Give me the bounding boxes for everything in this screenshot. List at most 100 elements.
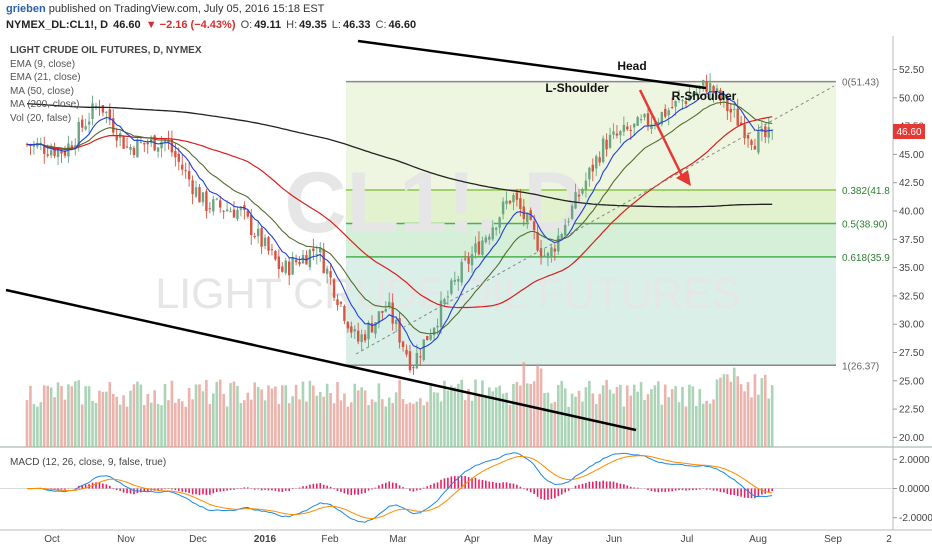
candle-body (353, 329, 356, 332)
volume-bar (605, 379, 608, 447)
volume-bar (491, 391, 495, 447)
candle-body (508, 200, 512, 204)
volume-bar (215, 381, 219, 447)
candle-body (77, 121, 80, 147)
volume-bar (329, 392, 332, 447)
volume-bar (132, 384, 136, 447)
legend-ema9[interactable]: EMA (9, close) (10, 58, 76, 70)
volume-bar (498, 385, 501, 447)
candle-body (401, 341, 405, 348)
candle-body (536, 232, 539, 251)
candle-body (553, 248, 557, 252)
volume-bar (212, 393, 215, 447)
candle-body (63, 150, 67, 156)
candle-body (74, 145, 77, 149)
volume-bar (436, 392, 439, 447)
volume-bar (360, 387, 363, 447)
macd-axis[interactable]: 2.0000 0.0000 -2.0000 (893, 455, 932, 524)
volume-bar (619, 384, 622, 447)
y-tick-label: 52.50 (899, 65, 924, 76)
candle-body (636, 117, 639, 126)
volume-bar (667, 397, 670, 447)
candle-body (132, 147, 136, 156)
volume-bar (505, 392, 508, 447)
volume-bar (301, 381, 305, 447)
macd-legend[interactable]: MACD (12, 26, close, 9, false, true) (10, 457, 167, 468)
candle-body (708, 83, 712, 92)
candle-body (498, 217, 501, 228)
volume-bar (612, 393, 615, 447)
candle-body (657, 121, 660, 126)
volume-bar (39, 402, 43, 447)
macd-tick-label: 2.0000 (899, 455, 930, 466)
volume-bar (601, 385, 605, 447)
candle-body (684, 101, 688, 104)
legend-volume[interactable]: Vol (20, false) (10, 112, 72, 124)
volume-bar (429, 383, 432, 447)
candle-body (143, 142, 146, 145)
volume-bar (108, 382, 112, 447)
fib-diagonal[interactable] (355, 85, 835, 355)
volume-bar (225, 406, 229, 447)
legend-ma50[interactable]: MA (50, close) (10, 85, 74, 97)
candle-body (753, 146, 757, 150)
volume-bar (149, 402, 153, 447)
lower-trendline[interactable] (5, 288, 637, 432)
volume-bar (187, 387, 191, 447)
volume-bar (322, 396, 325, 447)
candle-body (443, 298, 446, 304)
x-tick-label: Feb (321, 534, 339, 545)
volume-bar (674, 386, 677, 447)
candle-body (664, 108, 667, 117)
last-price: 46.60 (113, 19, 141, 31)
volume-bar (77, 380, 81, 447)
candle-body (325, 268, 329, 274)
candle-body (429, 334, 432, 340)
candle-body (605, 139, 608, 150)
time-axis[interactable]: Oct Nov Dec 2016 Feb Mar Apr May Jun Jul Aug Sep 2 (44, 534, 892, 545)
candle-body (246, 210, 249, 217)
red-arrow-shaft[interactable] (638, 89, 686, 181)
volume-bar (94, 402, 98, 447)
legend-ema21[interactable]: EMA (21, close) (10, 72, 81, 83)
candle-body (49, 150, 53, 156)
volume-bar (719, 377, 722, 447)
volume-bar (218, 379, 222, 447)
candle-body (205, 191, 208, 212)
candle-body (184, 170, 187, 172)
legend-ma200[interactable]: MA (200, close) (10, 99, 80, 110)
author-link[interactable]: grieben (6, 3, 46, 15)
volume-bar (105, 391, 108, 447)
volume-bar (701, 403, 705, 447)
candle-body (270, 249, 274, 251)
volume-bar (32, 404, 36, 447)
chart-area[interactable]: CL1!, D LIGHT CRUDE OIL FUTURES Head L-S… (0, 36, 932, 550)
volume-bar (643, 400, 646, 447)
candle-body (370, 322, 374, 333)
volume-bar (764, 374, 767, 447)
volume-bar (477, 393, 481, 447)
candle-body (46, 154, 49, 156)
candle-body (757, 131, 760, 153)
watermark-symbol: CL1!, D (285, 155, 586, 251)
candle-body (191, 180, 194, 195)
upper-trendline[interactable] (357, 39, 707, 90)
candle-body (167, 139, 170, 143)
volume-bar (632, 384, 636, 447)
volume-bar (512, 383, 515, 447)
low-value: 46.33 (342, 19, 371, 31)
volume-bar (474, 379, 477, 447)
x-tick-label: Nov (117, 534, 135, 545)
volume-bar (267, 385, 270, 447)
volume-bar (312, 385, 315, 447)
candle-body (515, 192, 519, 200)
candle-body (253, 236, 256, 238)
candle-body (219, 200, 222, 208)
price-chart-svg[interactable]: CL1!, D LIGHT CRUDE OIL FUTURES Head L-S… (0, 36, 932, 550)
volume-bar (415, 401, 419, 447)
candle-body (43, 146, 46, 154)
candle-body (294, 259, 298, 263)
candle-body (619, 131, 622, 136)
candle-body (660, 111, 663, 125)
candle-body (546, 253, 550, 258)
